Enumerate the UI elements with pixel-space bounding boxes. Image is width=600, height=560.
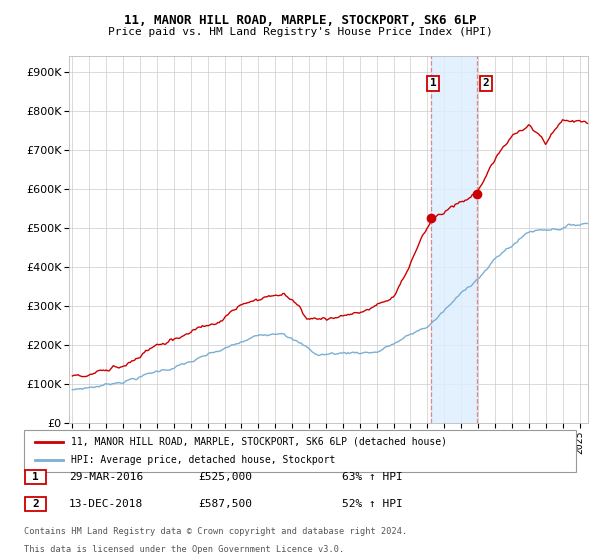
Text: 2: 2 [482,78,489,88]
Text: 13-DEC-2018: 13-DEC-2018 [69,499,143,509]
Text: 63% ↑ HPI: 63% ↑ HPI [342,472,403,482]
Text: This data is licensed under the Open Government Licence v3.0.: This data is licensed under the Open Gov… [24,545,344,554]
FancyBboxPatch shape [25,470,46,484]
Text: 1: 1 [32,472,39,482]
Text: 29-MAR-2016: 29-MAR-2016 [69,472,143,482]
Bar [431,56,478,423]
Text: 52% ↑ HPI: 52% ↑ HPI [342,499,403,509]
Text: £525,000: £525,000 [198,472,252,482]
Text: £587,500: £587,500 [198,499,252,509]
FancyBboxPatch shape [25,497,46,511]
Text: 11, MANOR HILL ROAD, MARPLE, STOCKPORT, SK6 6LP: 11, MANOR HILL ROAD, MARPLE, STOCKPORT, … [124,14,476,27]
Text: Contains HM Land Registry data © Crown copyright and database right 2024.: Contains HM Land Registry data © Crown c… [24,528,407,536]
Text: Price paid vs. HM Land Registry's House Price Index (HPI): Price paid vs. HM Land Registry's House … [107,27,493,37]
Text: 11, MANOR HILL ROAD, MARPLE, STOCKPORT, SK6 6LP (detached house): 11, MANOR HILL ROAD, MARPLE, STOCKPORT, … [71,437,447,447]
Text: 1: 1 [430,78,437,88]
Text: 2: 2 [32,499,39,509]
FancyBboxPatch shape [24,430,576,472]
Text: HPI: Average price, detached house, Stockport: HPI: Average price, detached house, Stoc… [71,455,335,465]
